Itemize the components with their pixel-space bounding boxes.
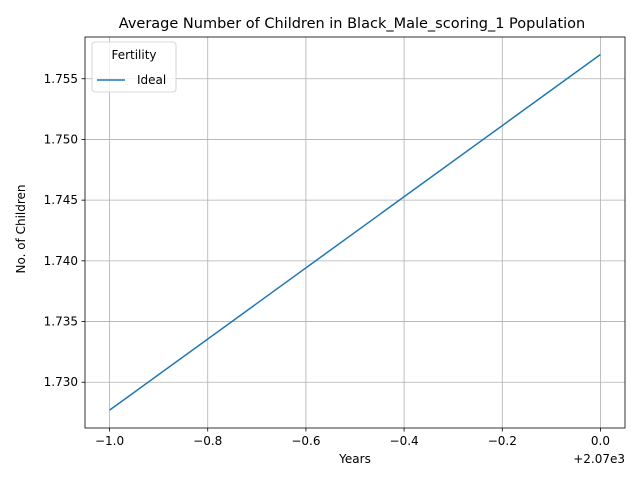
x-tick-label: 0.0: [591, 434, 610, 448]
y-tick-label: 1.735: [44, 315, 78, 329]
x-tick-label: −0.8: [193, 434, 222, 448]
y-tick-label: 1.730: [44, 375, 78, 389]
x-tick-label: −0.4: [390, 434, 419, 448]
x-axis-ticks: −1.0 −0.8 −0.6 −0.4 −0.2 0.0: [95, 428, 610, 448]
legend: Fertility Ideal: [91, 41, 177, 93]
x-axis-offset-label: +2.07e3: [573, 452, 625, 466]
grid-lines: [85, 37, 625, 428]
legend-title: Fertility: [111, 48, 156, 62]
y-axis-label: No. of Children: [14, 184, 28, 273]
y-tick-label: 1.750: [44, 132, 78, 146]
x-tick-label: −1.0: [95, 434, 124, 448]
x-tick-label: −0.6: [291, 434, 320, 448]
y-tick-label: 1.745: [44, 193, 78, 207]
plot-frame: [84, 36, 626, 429]
y-axis-ticks: 1.730 1.735 1.740 1.745 1.750 1.755: [44, 72, 85, 389]
legend-label-ideal: Ideal: [137, 73, 166, 87]
x-tick-label: −0.2: [488, 434, 517, 448]
series-line-ideal: [109, 53, 601, 411]
x-axis-label: Years: [338, 452, 371, 466]
series-layer: [109, 53, 601, 411]
chart-title: Average Number of Children in Black_Male…: [119, 16, 586, 32]
y-tick-label: 1.755: [44, 72, 78, 86]
y-tick-label: 1.740: [44, 254, 78, 268]
